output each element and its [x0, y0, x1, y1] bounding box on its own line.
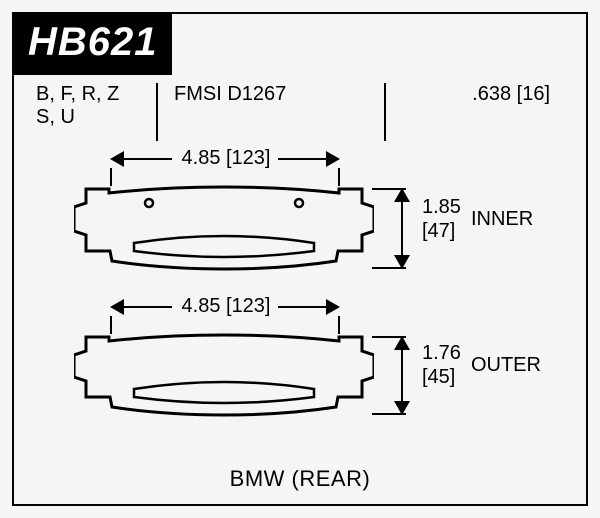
- outer-height-label1: 1.76: [422, 341, 461, 365]
- compounds-line2: S, U: [36, 106, 156, 129]
- inner-pad: [74, 185, 374, 271]
- compounds-line1: B, F, R, Z: [36, 83, 156, 106]
- ext-line: [338, 168, 340, 186]
- arrow-line: [278, 158, 328, 160]
- outer-pad-svg: [74, 333, 374, 417]
- arrow-line: [122, 306, 172, 308]
- ext-line: [110, 168, 112, 186]
- diagram-area: 4.85 [123]: [14, 155, 586, 465]
- outer-height-dim: 1.76 [45] OUTER: [422, 341, 541, 389]
- outer-width-label: 4.85 [123]: [176, 295, 276, 318]
- diagram-container: HB621 B, F, R, Z S, U FMSI D1267 .638 [1…: [12, 12, 588, 506]
- compounds-column: B, F, R, Z S, U: [36, 83, 156, 141]
- outer-height-arrow: [392, 336, 412, 415]
- fmsi-column: FMSI D1267: [174, 83, 384, 141]
- caption: BMW (REAR): [14, 466, 586, 492]
- inner-width-arrow: 4.85 [123]: [110, 149, 340, 169]
- thickness-column: .638 [16]: [402, 83, 576, 141]
- arrow-down-icon: [394, 401, 410, 415]
- divider-1: [156, 83, 158, 141]
- arrow-right-icon: [326, 151, 340, 167]
- part-number-header: HB621: [14, 14, 172, 75]
- arrow-down-icon: [394, 255, 410, 269]
- ext-line: [338, 316, 340, 334]
- outer-height-label2: [45]: [422, 365, 461, 389]
- inner-width-label: 4.85 [123]: [176, 147, 276, 170]
- ext-line: [110, 316, 112, 334]
- outer-width-arrow: 4.85 [123]: [110, 297, 340, 317]
- inner-height-arrow: [392, 188, 412, 269]
- inner-pad-svg: [74, 185, 374, 271]
- inner-side-label: INNER: [471, 195, 533, 231]
- arrow-line: [401, 348, 403, 403]
- inner-height-label1: 1.85: [422, 195, 461, 219]
- inner-width-dim: 4.85 [123]: [110, 149, 340, 169]
- outer-side-label: OUTER: [471, 341, 541, 377]
- inner-height-label2: [47]: [422, 219, 461, 243]
- arrow-line: [122, 158, 172, 160]
- inner-height-dim: 1.85 [47] INNER: [422, 195, 533, 243]
- specs-row: B, F, R, Z S, U FMSI D1267 .638 [16]: [14, 75, 586, 141]
- arrow-line: [401, 200, 403, 257]
- arrow-line: [278, 306, 328, 308]
- outer-width-dim: 4.85 [123]: [110, 297, 340, 317]
- arrow-right-icon: [326, 299, 340, 315]
- divider-2: [384, 83, 386, 141]
- outer-pad: [74, 333, 374, 417]
